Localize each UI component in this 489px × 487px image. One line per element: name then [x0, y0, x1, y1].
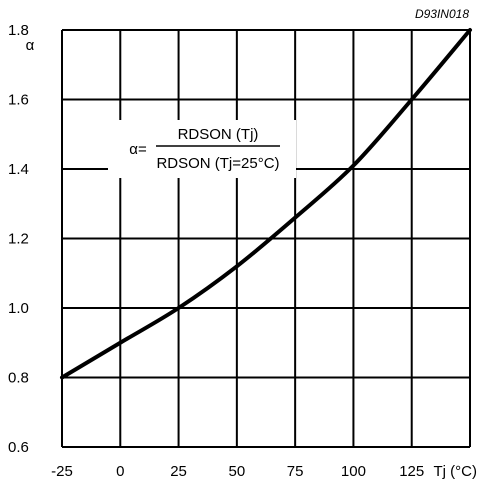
y-tick-label: 0.8 [8, 370, 29, 387]
x-tick-label: 25 [170, 463, 187, 480]
formula-background [108, 120, 296, 178]
y-tick-label: 1.2 [8, 231, 29, 248]
x-tick-label: -25 [51, 463, 73, 480]
series-curve [60, 28, 472, 380]
formula-numerator: RDSON (Tj) [178, 126, 259, 143]
figure-code: D93IN018 [415, 7, 469, 21]
formula-denominator: RDSON (Tj=25°C) [156, 155, 279, 172]
x-axis-label: Tj (°C) [434, 463, 477, 480]
y-tick-label: 1.6 [8, 92, 29, 109]
x-tick-label: 100 [341, 463, 366, 480]
y-tick-label: 1.4 [8, 161, 29, 178]
y-axis-label: α [26, 37, 35, 54]
y-tick-label: 0.6 [8, 439, 29, 456]
x-tick-label: 125 [399, 463, 424, 480]
x-tick-labels: -25 0 25 50 75 100 125 [51, 463, 424, 480]
formula-prefix: α= [129, 141, 147, 158]
x-tick-label: 0 [116, 463, 124, 480]
x-tick-label: 75 [287, 463, 304, 480]
y-tick-label: 1.8 [8, 22, 29, 39]
formula-annotation: α= RDSON (Tj) RDSON (Tj=25°C) [108, 120, 296, 178]
y-tick-label: 1.0 [8, 300, 29, 317]
x-tick-label: 50 [229, 463, 246, 480]
y-tick-labels: 0.6 0.8 1.0 1.2 1.4 1.6 1.8 [8, 22, 29, 456]
